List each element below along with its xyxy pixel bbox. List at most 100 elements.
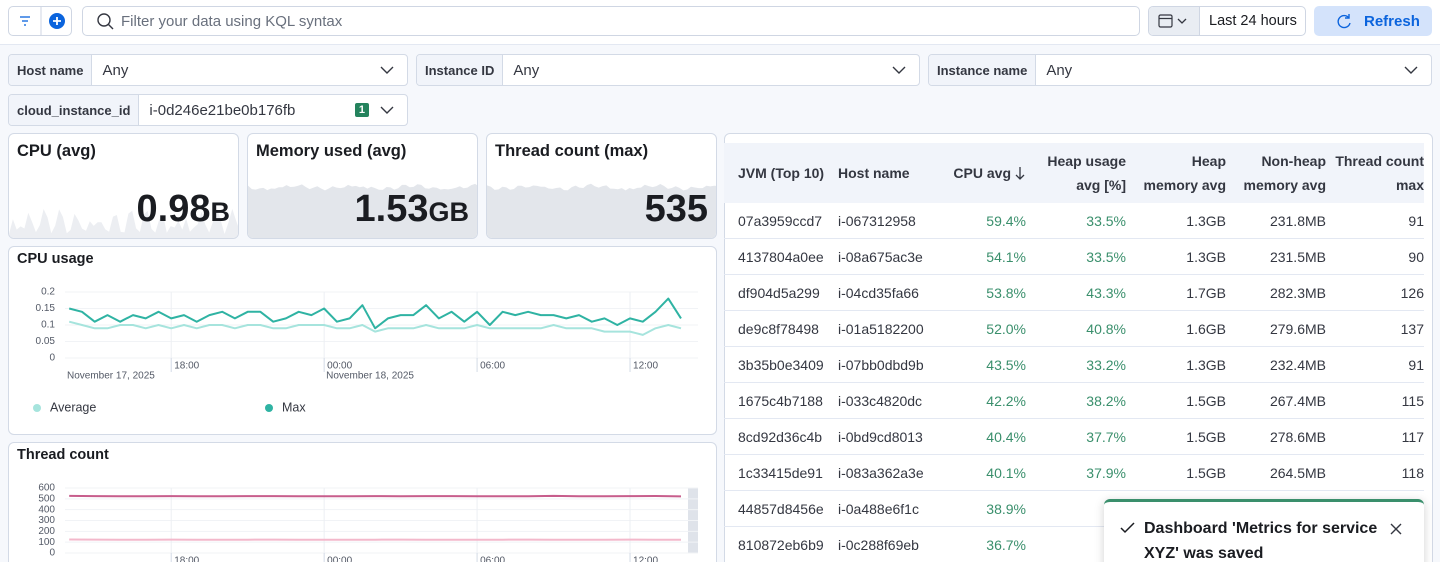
table-cell: 36.7%: [986, 537, 1026, 553]
row-divider: [724, 274, 1424, 275]
filter-label: cloud_instance_id: [9, 95, 140, 125]
table-cell: i-0a488e6f1c: [838, 501, 919, 517]
chevron-icon: [380, 66, 394, 74]
search-icon: [97, 13, 114, 30]
toast: Dashboard 'Metrics for service XYZ' was …: [1104, 499, 1424, 562]
table-cell: 90: [1408, 249, 1424, 265]
table-cell: 8cd92d36c4b: [738, 429, 823, 445]
chevron-icon: [1404, 66, 1418, 74]
filter-control[interactable]: Host name Any: [8, 54, 408, 86]
table-cell: 3b35b0e3409: [738, 357, 824, 373]
metric-title: CPU (avg): [17, 142, 96, 160]
table-cell: 52.0%: [986, 321, 1026, 337]
table-header-bg: [724, 143, 1424, 203]
row-divider: [724, 346, 1424, 347]
table-cell: i-04cd35fa66: [838, 285, 919, 301]
column-header[interactable]: Heap usage avg [%]: [1035, 143, 1126, 203]
refresh-icon: [1337, 14, 1351, 29]
panel-title: CPU usage: [17, 251, 94, 267]
sort-arrow-path: [1015, 167, 1025, 180]
table-cell: 91: [1408, 213, 1424, 229]
table-cell: 1.5GB: [1186, 465, 1226, 481]
table-cell: 33.5%: [1086, 249, 1126, 265]
table-cell: 43.5%: [986, 357, 1026, 373]
sparkline-area: [487, 183, 716, 238]
toast-close[interactable]: [1388, 521, 1404, 537]
time-picker[interactable]: Last 24 hours: [1148, 6, 1306, 36]
table-cell: i-067312958: [838, 213, 916, 229]
table-cell: 53.8%: [986, 285, 1026, 301]
filter-value: Any: [513, 61, 540, 79]
filter-control[interactable]: Instance ID Any: [416, 54, 920, 86]
filter-value: i-0d246e21be0b176fb: [149, 101, 296, 119]
metric-title: Thread count (max): [495, 142, 649, 160]
table-cell: 33.2%: [1086, 357, 1126, 373]
chevron-path: [892, 66, 906, 74]
table-cell: i-01a5182200: [838, 321, 924, 337]
filter-chevron: [379, 62, 395, 78]
table-cell: 1.7GB: [1186, 285, 1226, 301]
column-header[interactable]: Heap memory avg: [1135, 143, 1226, 203]
filter-icons[interactable]: [9, 7, 73, 35]
filter-value: Any: [102, 61, 129, 79]
table-cell: 267.4MB: [1269, 393, 1326, 409]
table-cell: 40.8%: [1086, 321, 1126, 337]
filter-chevron: [891, 62, 907, 78]
metric-value: 535: [645, 190, 708, 228]
column-header[interactable]: Host name: [838, 143, 932, 203]
table-cell: 137: [1400, 321, 1424, 337]
column-header[interactable]: CPU avg: [935, 143, 1026, 203]
time-range: Last 24 hours: [1209, 13, 1297, 29]
filter-label: Instance ID: [417, 55, 504, 85]
table-cell: 278.6MB: [1269, 429, 1326, 445]
table-cell: 1.6GB: [1186, 321, 1226, 337]
column-header[interactable]: Thread count max: [1335, 143, 1424, 203]
row-divider: [724, 454, 1424, 455]
table-cell: 1.3GB: [1186, 249, 1226, 265]
column-header[interactable]: JVM (Top 10): [738, 143, 830, 203]
search-icon-circle: [97, 13, 111, 27]
jvm-table: JVM (Top 10) Host name CPU avg Heap usage a…: [724, 133, 1424, 562]
metric-panel: Thread count (max) 535: [486, 133, 717, 239]
column-header-text: CPU avg: [953, 165, 1011, 181]
column-header[interactable]: Non-heap memory avg: [1235, 143, 1326, 203]
table-cell: 59.4%: [986, 213, 1026, 229]
table-cell: i-08a675ac3e: [838, 249, 923, 265]
metric-panel: Memory used (avg) 1.53GB: [247, 133, 478, 239]
table-cell: 37.7%: [1086, 429, 1126, 445]
filter-control[interactable]: Instance name Any: [928, 54, 1432, 86]
metric-number: 1.53: [354, 188, 429, 230]
check-path: [1120, 522, 1135, 534]
filter-control[interactable]: cloud_instance_id i-0d246e21be0b176fb 1: [8, 94, 408, 126]
table-cell: 54.1%: [986, 249, 1026, 265]
search-bar[interactable]: Filter your data using KQL syntax: [82, 6, 1140, 36]
column-header-text: Heap memory avg: [1143, 153, 1226, 193]
filter-value: Any: [1046, 61, 1073, 79]
calendar-chevron: [1177, 18, 1187, 24]
sparkline: [9, 208, 238, 238]
calendar-icon: [1158, 14, 1173, 28]
table-cell: 1.3GB: [1186, 213, 1226, 229]
table-cell: i-0bd9cd8013: [838, 429, 923, 445]
table-cell: 33.5%: [1086, 213, 1126, 229]
table-cell: 42.2%: [986, 393, 1026, 409]
table-cell: 232.4MB: [1269, 357, 1326, 373]
metric-title: Memory used (avg): [256, 142, 407, 160]
calendar-toggle[interactable]: [1149, 7, 1200, 35]
row-divider: [724, 310, 1424, 311]
row-divider: [724, 382, 1424, 383]
top-bar: Filter your data using KQL syntax Last 2…: [0, 0, 1440, 45]
close-path: [1390, 523, 1402, 535]
table-cell: 44857d8456e: [738, 501, 824, 517]
table-cell: i-07bb0dbd9b: [838, 357, 924, 373]
table-cell: i-083a362a3e: [838, 465, 924, 481]
filter-label: Host name: [9, 55, 93, 85]
metric-unit: B: [210, 197, 231, 227]
refresh-button[interactable]: Refresh: [1314, 6, 1432, 36]
table-cell: 279.6MB: [1269, 321, 1326, 337]
column-header-text: Thread count max: [1335, 153, 1424, 193]
search-icon-handle: [108, 24, 114, 30]
